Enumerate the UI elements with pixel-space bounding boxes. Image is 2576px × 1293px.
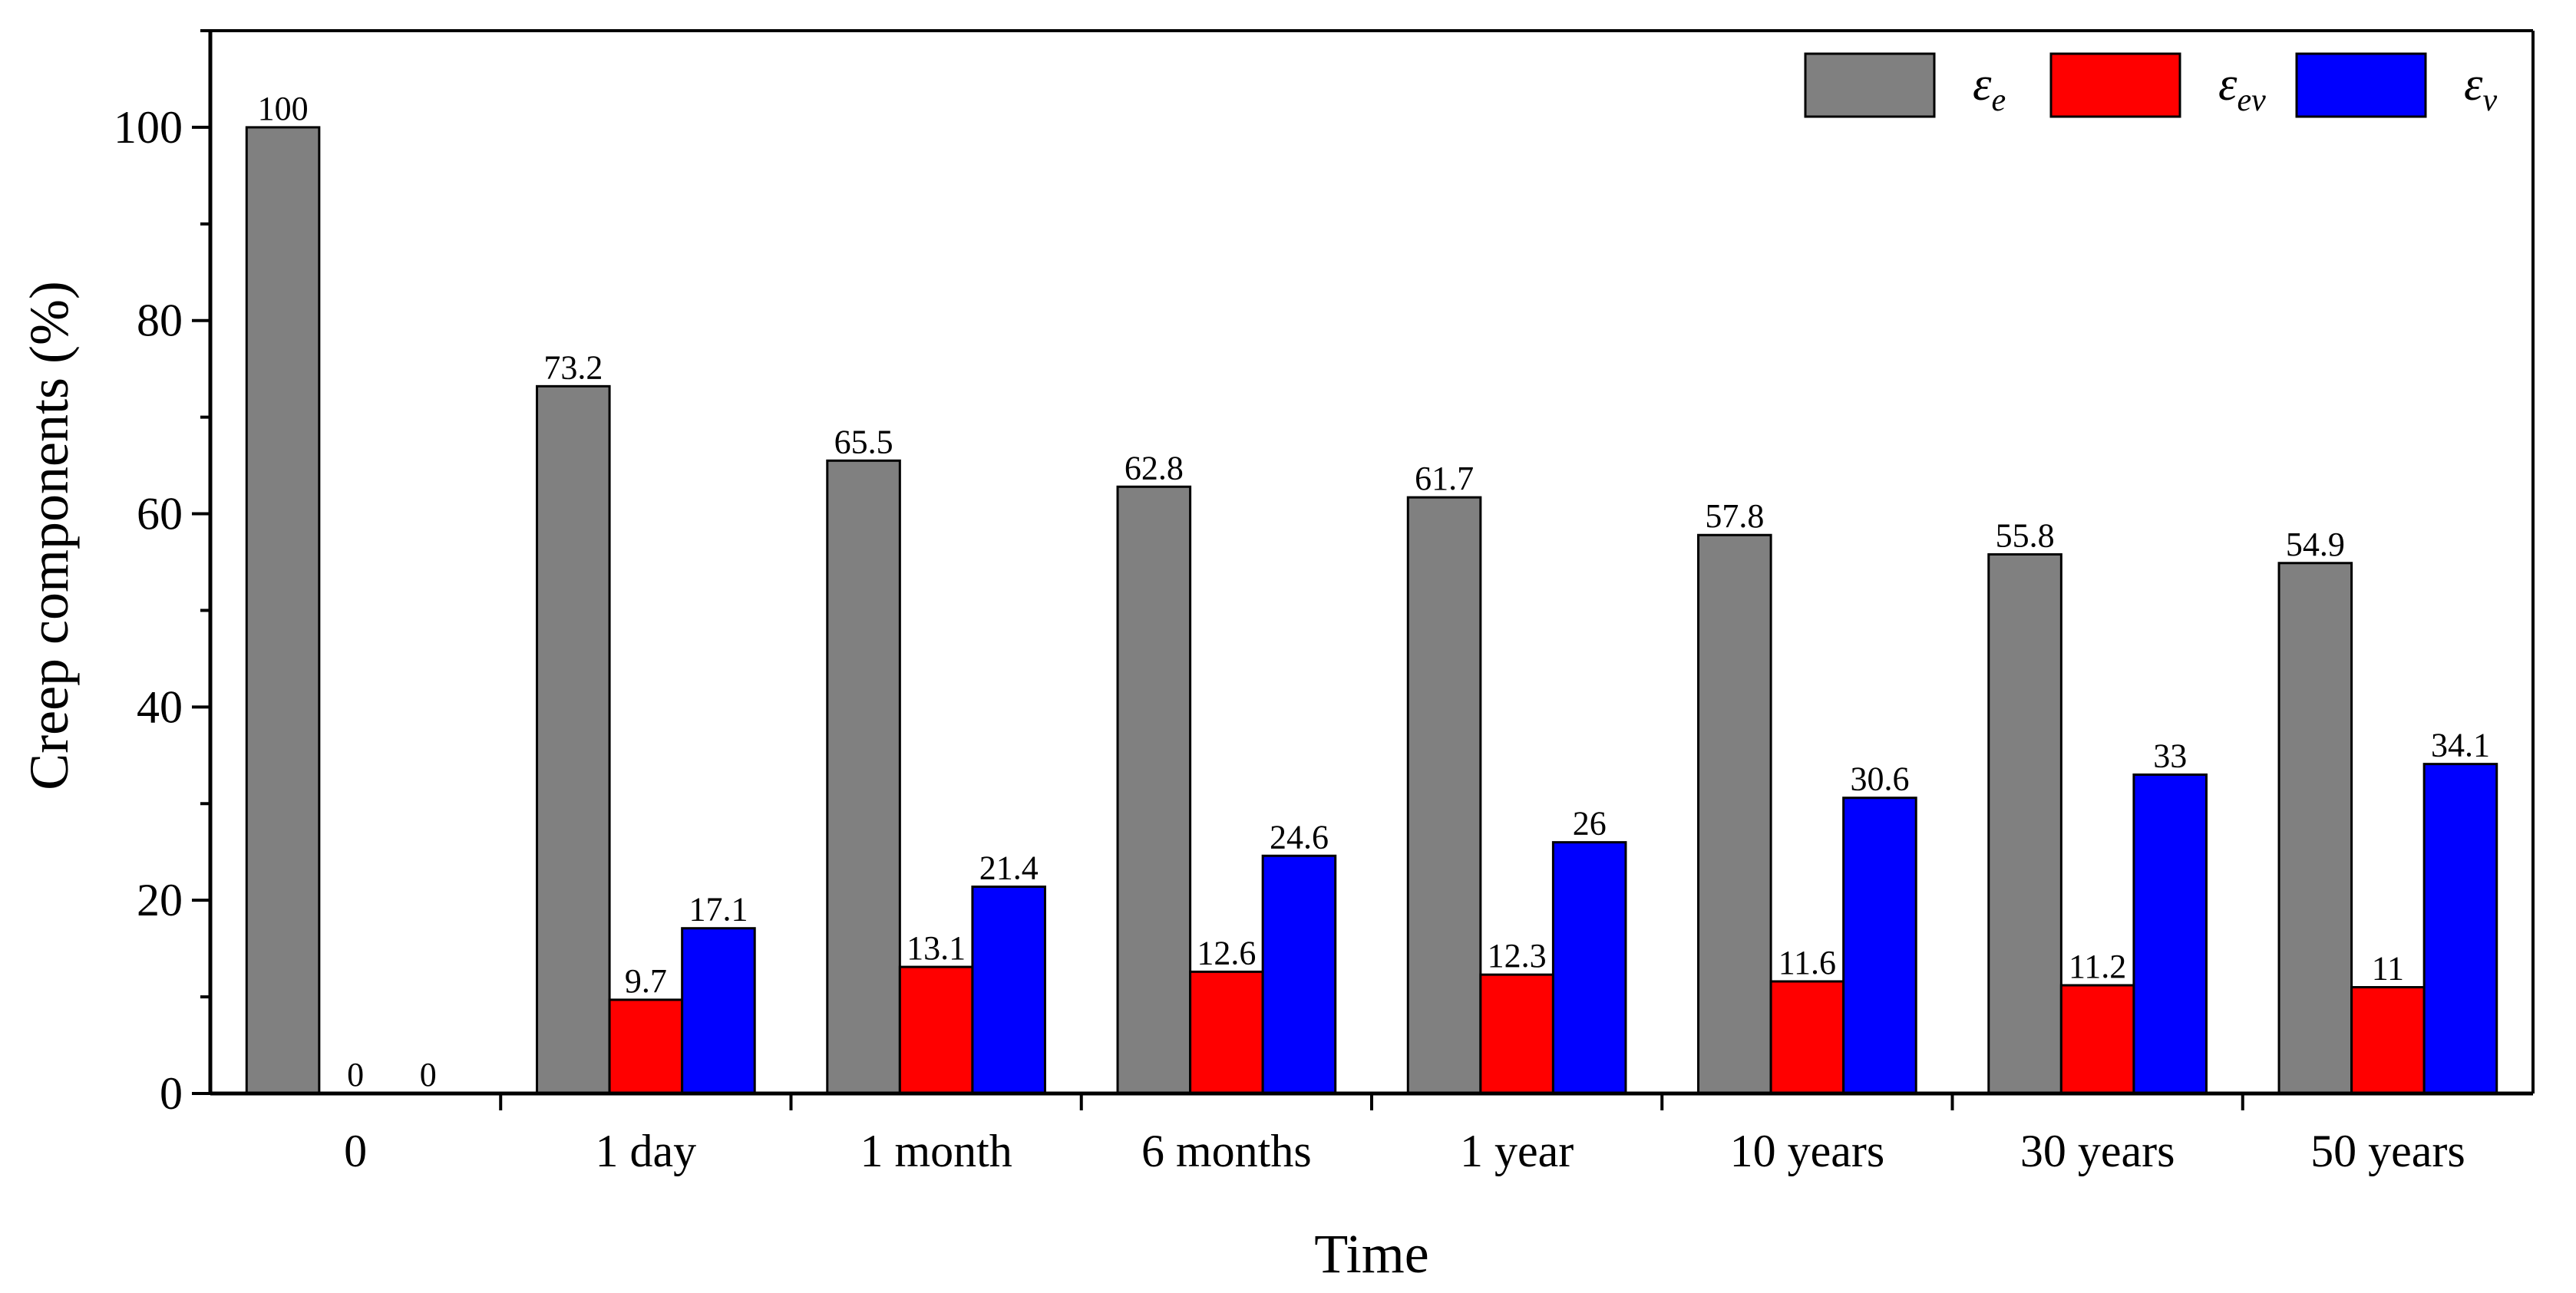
data-label-e-7: 54.9 — [2286, 526, 2345, 563]
data-label-v-1: 17.1 — [689, 891, 748, 929]
x-axis-title: Time — [1314, 1223, 1428, 1285]
bar-e-3 — [1116, 485, 1192, 1095]
bar-ev-6 — [2059, 984, 2135, 1095]
x-tick-label-5: 10 years — [1730, 1126, 1885, 1176]
bar-v-2 — [971, 886, 1046, 1095]
data-label-ev-3: 12.6 — [1197, 934, 1256, 971]
data-label-ev-5: 11.6 — [1778, 944, 1836, 981]
bar-v-3 — [1261, 854, 1337, 1095]
data-label-e-2: 65.5 — [834, 423, 893, 460]
bar-v-1 — [681, 927, 756, 1095]
x-tick-label-0: 0 — [344, 1126, 367, 1176]
data-label-v-4: 26 — [1573, 805, 1607, 843]
data-label-ev-4: 12.3 — [1488, 937, 1547, 975]
legend-swatch-ev — [2049, 52, 2181, 118]
data-label-ev-1: 9.7 — [625, 962, 667, 1000]
data-label-v-2: 21.4 — [979, 849, 1039, 887]
bar-e-1 — [536, 384, 611, 1095]
bar-e-0 — [245, 126, 321, 1095]
y-tick-label-40: 40 — [137, 681, 183, 732]
x-tick-label-2: 1 month — [860, 1126, 1012, 1176]
data-label-ev-7: 11 — [2372, 950, 2404, 988]
legend-swatch-e — [1804, 52, 1936, 118]
data-label-e-0: 100 — [258, 90, 309, 127]
data-label-ev-0: 0 — [347, 1056, 364, 1093]
bar-ev-2 — [898, 965, 974, 1095]
data-label-v-6: 33 — [2153, 737, 2187, 775]
bar-v-5 — [1842, 797, 1917, 1095]
data-label-ev-6: 11.2 — [2069, 948, 2126, 985]
bar-v-7 — [2422, 763, 2498, 1095]
bar-e-4 — [1406, 496, 1482, 1095]
bar-e-6 — [1987, 552, 2062, 1095]
y-tick-label-80: 80 — [137, 295, 183, 346]
y-tick-label-20: 20 — [137, 875, 183, 925]
legend-label-v: εv — [2464, 58, 2497, 118]
bar-ev-5 — [1769, 980, 1845, 1095]
legend-label-ev: εev — [2218, 58, 2266, 118]
data-label-v-0: 0 — [420, 1056, 437, 1093]
data-label-e-4: 61.7 — [1415, 460, 1474, 497]
data-label-e-3: 62.8 — [1125, 449, 1184, 487]
data-label-e-1: 73.2 — [543, 348, 603, 386]
x-tick-label-1: 1 day — [596, 1126, 697, 1176]
data-label-v-7: 34.1 — [2431, 727, 2490, 764]
y-tick-label-0: 0 — [160, 1068, 183, 1119]
data-label-e-5: 57.8 — [1705, 497, 1764, 535]
bar-e-2 — [826, 459, 901, 1095]
bar-v-4 — [1551, 841, 1627, 1095]
bar-ev-3 — [1189, 970, 1264, 1095]
x-tick-label-6: 30 years — [2020, 1126, 2175, 1176]
data-label-v-5: 30.6 — [1850, 760, 1909, 798]
chart-legend: εe εev εv — [1804, 52, 2497, 118]
x-tick-label-3: 6 months — [1141, 1126, 1312, 1176]
y-tick-label-100: 100 — [114, 102, 183, 153]
bar-e-5 — [1697, 533, 1772, 1095]
legend-swatch-v — [2295, 52, 2427, 118]
legend-label-e: εe — [1973, 58, 2006, 118]
chart-marks: 100 0 0 73.2 9.7 17.1 65.5 13.1 21.4 62.8 12.6 24.6… — [245, 90, 2498, 1095]
data-label-v-3: 24.6 — [1270, 818, 1329, 856]
y-tick-label-60: 60 — [137, 489, 183, 539]
bar-v-6 — [2132, 773, 2208, 1095]
bar-ev-7 — [2350, 986, 2426, 1095]
data-label-e-6: 55.8 — [1996, 516, 2055, 554]
x-tick-label-4: 1 year — [1460, 1126, 1574, 1176]
bar-ev-1 — [608, 998, 684, 1095]
x-tick-label-7: 50 years — [2310, 1126, 2465, 1176]
chart-axes: 0 1 day 1 month 6 months 1 year 10 years 30 ye… — [114, 29, 2535, 1176]
bar-ev-4 — [1479, 973, 1554, 1095]
data-label-ev-2: 13.1 — [907, 929, 966, 967]
y-axis-title: Creep components (%) — [18, 281, 80, 790]
bar-e-7 — [2277, 562, 2353, 1095]
